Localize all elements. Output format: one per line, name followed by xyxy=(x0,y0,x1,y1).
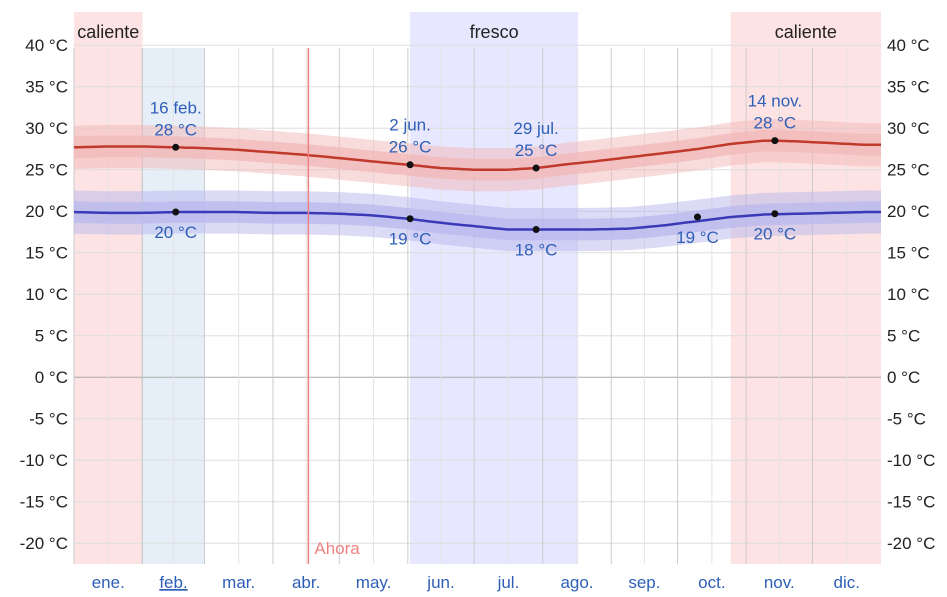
month-label-9[interactable]: sep. xyxy=(628,573,660,592)
y-tick-label-left: 35 °C xyxy=(25,78,68,97)
y-tick-label-right: -15 °C xyxy=(887,493,935,512)
y-tick-label-left: 0 °C xyxy=(35,368,68,387)
y-tick-label-left: -10 °C xyxy=(20,451,68,470)
y-tick-label-left: -5 °C xyxy=(29,410,68,429)
y-tick-label-right: 40 °C xyxy=(887,36,930,55)
month-label-selected[interactable]: feb. xyxy=(159,573,187,592)
annotations: 16 feb. 28 °C 20 °C 2 jun. 26 °C 19 °C 29 jul.… xyxy=(150,92,802,260)
annotation-label: 16 feb. xyxy=(150,98,202,117)
data-point-marker xyxy=(771,210,779,218)
annotation-label: 26 °C xyxy=(389,138,432,157)
low-temperature-line xyxy=(73,210,881,231)
month-label-1[interactable]: ene. xyxy=(92,573,125,592)
y-tick-label-right: 35 °C xyxy=(887,78,930,97)
annotation-label: 25 °C xyxy=(515,141,558,160)
season-band-3 xyxy=(730,12,881,564)
data-point-marker xyxy=(532,164,540,172)
high-temperature-line xyxy=(73,139,881,171)
now-label: Ahora xyxy=(314,539,360,558)
selected-month-band-shade xyxy=(141,48,143,564)
y-tick-label-right: 30 °C xyxy=(887,119,930,138)
y-tick-label-right: 5 °C xyxy=(887,327,920,346)
axis-labels: 40 °C 40 °C 35 °C 35 °C 30 °C 30 °C 25 °C 25 °C… xyxy=(20,36,936,592)
annotation-label: 20 °C xyxy=(754,225,797,244)
y-tick-label-right: 10 °C xyxy=(887,285,930,304)
y-tick-label-left: 30 °C xyxy=(25,119,68,138)
month-label-7[interactable]: jul. xyxy=(497,573,520,592)
annotation-label: 19 °C xyxy=(676,228,719,247)
y-tick-label-right: 0 °C xyxy=(887,368,920,387)
annotation-label: 2 jun. xyxy=(389,116,431,135)
season-bands: caliente fresco caliente xyxy=(74,12,881,564)
y-tick-label-right: -20 °C xyxy=(887,534,935,553)
y-tick-label-left: 10 °C xyxy=(25,285,68,304)
data-point-marker xyxy=(693,213,701,221)
month-label-12[interactable]: dic. xyxy=(833,573,859,592)
y-tick-label-left: 15 °C xyxy=(25,244,68,263)
annotation-label: 29 jul. xyxy=(513,119,558,138)
month-label-8[interactable]: ago. xyxy=(560,573,593,592)
annotation-label: 14 nov. xyxy=(748,92,803,111)
y-tick-label-left: -20 °C xyxy=(20,534,68,553)
month-label-6[interactable]: jun. xyxy=(426,573,454,592)
high-inner-band xyxy=(74,129,881,181)
y-tick-label-left: 40 °C xyxy=(25,36,68,55)
y-tick-label-left: 25 °C xyxy=(25,161,68,180)
season-band-label: caliente xyxy=(775,22,837,42)
month-label-3[interactable]: mar. xyxy=(222,573,255,592)
annotation-label: 20 °C xyxy=(154,223,197,242)
data-point-marker xyxy=(406,215,414,223)
y-tick-label-right: 25 °C xyxy=(887,161,930,180)
y-tick-label-right: -10 °C xyxy=(887,451,935,470)
annotation-label: 28 °C xyxy=(154,120,197,139)
season-band-label: caliente xyxy=(77,22,139,42)
annotation-label: 28 °C xyxy=(754,114,797,133)
month-label-5[interactable]: may. xyxy=(356,573,392,592)
y-tick-label-left: 20 °C xyxy=(25,202,68,221)
now-marker: Ahora xyxy=(307,48,360,564)
y-tick-label-left: 5 °C xyxy=(35,327,68,346)
y-tick-label-left: -15 °C xyxy=(20,493,68,512)
annotation-label: 18 °C xyxy=(515,240,558,259)
month-label-10[interactable]: oct. xyxy=(698,573,725,592)
month-label-4[interactable]: abr. xyxy=(292,573,320,592)
y-tick-label-right: 20 °C xyxy=(887,202,930,221)
low-inner-band xyxy=(74,201,881,241)
season-band-label: fresco xyxy=(470,22,519,42)
annotation-label: 19 °C xyxy=(389,230,432,249)
high-outer-band xyxy=(74,119,881,192)
data-point-marker xyxy=(172,208,180,216)
data-point-marker xyxy=(532,225,540,233)
month-label-11[interactable]: nov. xyxy=(764,573,795,592)
y-tick-label-right: 15 °C xyxy=(887,244,930,263)
data-point-marker xyxy=(172,143,180,151)
data-point-marker xyxy=(406,161,414,169)
y-tick-label-right: -5 °C xyxy=(887,410,926,429)
data-point-marker xyxy=(771,137,779,145)
season-band-2 xyxy=(410,12,579,564)
series-layer xyxy=(73,119,881,252)
